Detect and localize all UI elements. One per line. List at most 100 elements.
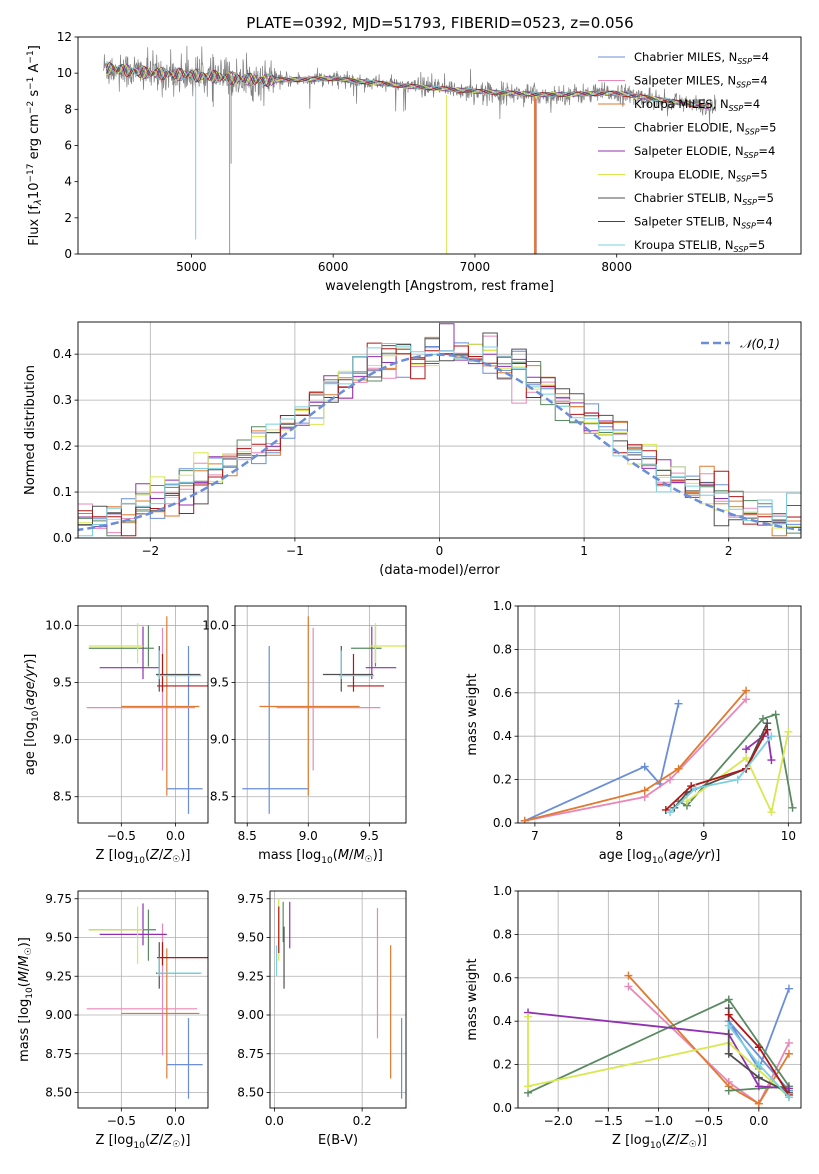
y-tick-label: 6 [64, 139, 72, 153]
model-fit-5 [106, 63, 709, 109]
weight-marker [742, 686, 751, 695]
y-tick-label: 0.2 [53, 439, 72, 453]
y-tick-label: 0.3 [53, 393, 72, 407]
weight-marker [771, 710, 780, 719]
plot-area [235, 606, 406, 823]
axes-frame [77, 36, 802, 255]
y-tick-label: 9.50 [45, 931, 72, 945]
weight-line [727, 1008, 790, 1094]
y-tick-label: 8.75 [237, 1047, 264, 1061]
axes-frame [269, 890, 407, 1109]
weight-marker [674, 699, 683, 708]
weight-marker [724, 1049, 733, 1058]
errorbar-8 [157, 650, 202, 680]
x-tick-label: 8.5 [238, 829, 257, 843]
weight-marker [758, 714, 767, 723]
weight-marker [754, 1082, 763, 1091]
errorbar-0 [166, 645, 203, 814]
weight-marker [784, 984, 793, 993]
y-tick-label: 8 [64, 102, 72, 116]
weight-marker [682, 797, 691, 806]
weight-marker [640, 762, 649, 771]
x-tick-label: 9 [700, 829, 708, 843]
weight-line [627, 974, 790, 1105]
y-tick-label: 1.0 [493, 884, 512, 898]
x-axis-label: (data-model)/error [379, 563, 500, 578]
weight-marker [784, 1049, 793, 1058]
weight-marker [674, 764, 683, 773]
x-tick-label: 2 [725, 544, 733, 558]
weight-line [524, 698, 747, 822]
errorbar-2 [259, 616, 360, 796]
panel-weight-vs-age: 7 8 9 10 0.0 0.2 0.4 0.6 0.8 1.0 age [log10(age/yr… [465, 599, 802, 866]
errorbar-7 [347, 653, 385, 692]
y-tick-label: 8.75 [45, 1047, 72, 1061]
weight-marker [691, 784, 700, 793]
x-tick-label: −1 [286, 544, 304, 558]
y-tick-label: 9.00 [237, 1008, 264, 1022]
y-tick-label: 0.8 [493, 927, 512, 941]
x-tick-label: 5000 [176, 260, 207, 274]
legend-label-1: Salpeter MILES, NSSP=4 [634, 74, 768, 90]
weight-marker [524, 1082, 533, 1091]
x-tick-label: 8 [616, 829, 624, 843]
errorbar-4 [365, 626, 397, 680]
weight-marker [624, 971, 633, 980]
plot-area [518, 606, 801, 823]
weight-line [524, 690, 747, 822]
y-tick-label: 9.50 [237, 931, 264, 945]
errorbar-5 [88, 623, 143, 664]
errorbar-1 [276, 627, 381, 771]
y-tick-label: 9.25 [237, 969, 264, 983]
legend-label-5: Kroupa ELODIE, NSSP=5 [634, 168, 768, 184]
plot-area [270, 891, 406, 1108]
x-axis-label: wavelength [Angstrom, rest frame] [325, 279, 554, 294]
errorbar-6 [322, 645, 374, 692]
y-tick-label: 0.0 [493, 1101, 512, 1115]
axes-frame [77, 321, 802, 539]
x-tick-label: −2 [141, 544, 159, 558]
weight-line [665, 729, 768, 811]
y-tick-label: 9.5 [53, 676, 72, 690]
y-tick-label: 4 [64, 175, 72, 189]
weight-marker [767, 808, 776, 817]
weight-marker [666, 775, 675, 784]
y-tick-label: 9.25 [45, 969, 72, 983]
x-axis-label: Z [log10(Z/Z☉)] [96, 1133, 191, 1151]
y-tick-label: 10.0 [202, 618, 229, 632]
panel-mass-vs-ebv: 0.0 0.2 8.50 8.75 9.00 9.25 9.50 9.75 E(B-V) [237, 890, 407, 1148]
legend-label-8: Kroupa STELIB, NSSP=5 [634, 238, 765, 254]
panel-weight-vs-Z: −2.0 −1.5 −1.0 −0.5 0.0 0.0 0.2 0.4 0.6 0.8 1.0 Z [… [465, 884, 802, 1151]
weight-line [686, 731, 790, 815]
weight-marker [724, 1086, 733, 1095]
y-tick-label: 0.4 [53, 347, 72, 361]
weight-line [627, 985, 790, 1106]
weight-marker [767, 732, 776, 741]
legend-label-7: Salpeter STELIB, NSSP=4 [634, 215, 773, 231]
errorbar-4 [99, 626, 160, 680]
x-tick-label: 0.0 [166, 1114, 185, 1128]
y-tick-label: 9.0 [53, 733, 72, 747]
weight-marker [742, 745, 751, 754]
y-tick-label: 0 [64, 247, 72, 261]
y-tick-label: 0.8 [493, 642, 512, 656]
y-tick-label: 0.2 [493, 1058, 512, 1072]
weight-marker [767, 756, 776, 765]
y-tick-label: 8.50 [237, 1086, 264, 1100]
errorbar-1 [86, 627, 195, 771]
errorbar-8 [338, 650, 375, 680]
x-tick-label: 0 [436, 544, 444, 558]
weight-line [673, 722, 769, 809]
weight-series-2 [624, 971, 793, 1108]
normal-reference-curve [78, 353, 801, 532]
plot-area [78, 606, 208, 823]
panel-age-vs-mass: 8.5 9.0 9.5 8.5 9.0 9.5 10.0 mass [log10(M/M☉)] [202, 605, 407, 866]
y-tick-label: 9.75 [237, 892, 264, 906]
weight-marker [524, 1012, 533, 1021]
errorbar-4 [99, 903, 167, 946]
y-tick-label: 8.5 [53, 790, 72, 804]
weight-marker [754, 1043, 763, 1052]
y-tick-label: 1.0 [493, 599, 512, 613]
axes-frame [77, 890, 209, 1109]
x-axis-label: Z [log10(Z/Z☉)] [612, 1133, 707, 1151]
